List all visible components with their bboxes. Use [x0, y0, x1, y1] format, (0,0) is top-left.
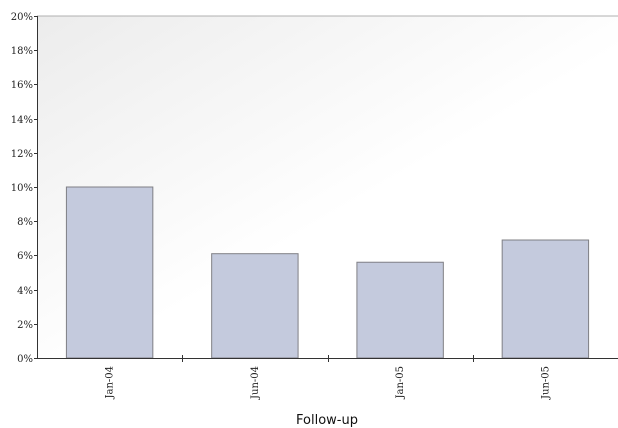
bar: [211, 253, 299, 359]
y-tick-label: 16%: [11, 80, 33, 91]
y-tick-label: 4%: [17, 286, 33, 297]
y-tick-label: 10%: [11, 183, 33, 194]
y-tick-label: 0%: [17, 354, 33, 365]
x-tick-label: Jan-04: [105, 366, 116, 400]
y-tick-label: 8%: [17, 217, 33, 228]
x-axis-title: Follow-up: [296, 413, 358, 428]
bar: [356, 261, 444, 359]
y-tick-label: 12%: [11, 149, 33, 160]
bar: [65, 186, 154, 359]
y-tick-label: 6%: [17, 251, 33, 262]
y-tick-label: 14%: [11, 115, 33, 126]
y-tick-label: 18%: [11, 46, 33, 57]
y-tick-label: 20%: [11, 12, 33, 23]
bar: [501, 239, 590, 359]
x-tick-label: Jun-04: [250, 366, 261, 400]
x-tick-label: Jun-05: [540, 366, 551, 400]
y-tick-label: 2%: [17, 320, 33, 331]
x-tick-label: Jan-05: [395, 366, 406, 400]
